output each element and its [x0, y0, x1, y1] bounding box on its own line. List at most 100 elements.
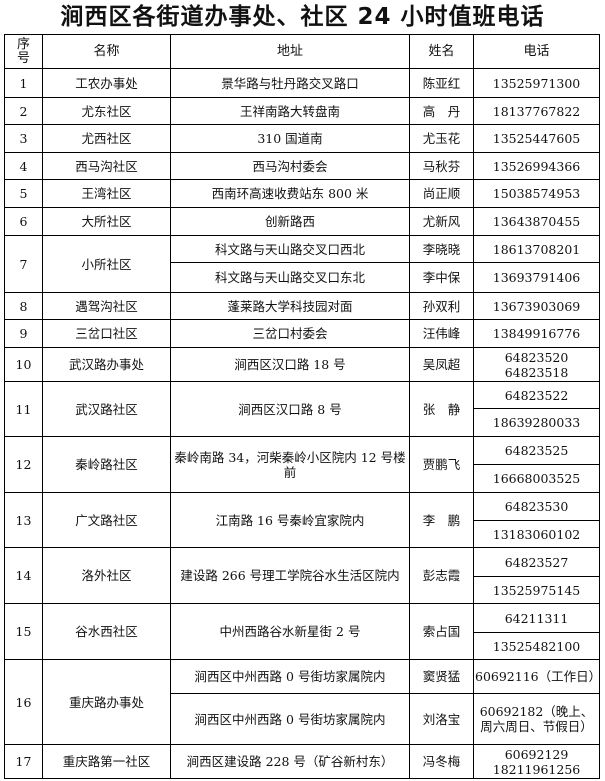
row-phone: 64823522	[473, 381, 600, 409]
row-no: 5	[4, 179, 43, 208]
row-no: 8	[4, 292, 43, 320]
table-row: 4 西马沟社区 西马沟村委会 马秋芬 13526994366	[4, 152, 600, 180]
row-person: 吴凤超	[409, 347, 474, 382]
table-row: 12 秦岭路社区 秦岭南路 34，河柴秦岭小区院内 12 号楼前 贾鹏飞 6482352…	[4, 436, 600, 493]
table-row: 13525482100	[5, 632, 600, 660]
row-person: 窦贤猛	[409, 659, 474, 694]
table-row: 17 重庆路第一社区 涧西区建设路 228 号（矿谷新村东） 冯冬梅 60692129 1…	[4, 744, 600, 779]
row-person: 李晓晓	[409, 235, 474, 263]
row-address: 科文路与天山路交叉口西北	[170, 235, 410, 263]
table-row: 科文路与天山路交叉口东北 李中保 13693791406	[5, 262, 600, 293]
row-phone: 64823530	[473, 492, 600, 521]
row-address: 涧西区建设路 228 号（矿谷新村东）	[170, 744, 410, 779]
row-name: 尤西社区	[42, 124, 171, 153]
row-person: 李 鹏	[409, 492, 474, 548]
row-phone: 13643870455	[473, 207, 600, 236]
row-phone: 18613708201	[473, 235, 600, 263]
phone-line: 18211961256	[492, 761, 581, 777]
row-name: 谷水西社区	[42, 603, 171, 660]
row-address: 涧西区中州西路 0 号街坊家属院内	[170, 659, 410, 694]
row-address: 创新路西	[170, 207, 410, 236]
row-name: 三岔口社区	[42, 319, 171, 348]
row-person: 冯冬梅	[409, 744, 474, 779]
row-person: 尤新风	[409, 207, 474, 236]
table-row: 1 工农办事处 景华路与牡丹路交叉路口 陈亚红 13525971300	[4, 68, 600, 98]
row-phone: 64823527	[473, 547, 600, 577]
row-phone: 16668003525	[473, 464, 600, 493]
row-no: 16	[4, 659, 43, 745]
row-address: 涧西区汉口路 8 号	[170, 381, 410, 437]
row-address: 三岔口村委会	[170, 319, 410, 348]
row-name: 大所社区	[42, 207, 171, 236]
row-no: 2	[4, 97, 43, 125]
row-person: 高 丹	[409, 97, 474, 125]
table-row: 15 谷水西社区 中州西路谷水新星街 2 号索占国 64211311	[4, 603, 600, 660]
row-phone: 60692116（工作日）	[473, 659, 601, 694]
row-address: 中州西路谷水新星街 2 号	[170, 603, 410, 660]
table-row: 5 王湾社区 西南环高速收费站东 800 米尚正顺 15038574953	[4, 179, 600, 208]
row-address: 建设路 266 号理工学院谷水生活区院内	[170, 547, 410, 604]
row-address: 江南路 16 号秦岭宜家院内	[170, 492, 410, 548]
table-row: 3 尤西社区 310 国道南 尤玉花 13525447605	[4, 124, 600, 153]
row-no: 11	[4, 381, 43, 437]
header-phone: 电话	[473, 34, 600, 69]
page-title: 涧西区各街道办事处、社区 24 小时值班电话	[60, 4, 545, 30]
row-phone: 13526994366	[473, 152, 600, 180]
table-row: 8 遇驾沟社区 蓬莱路大学科技园对面 孙双利 13673903069	[4, 292, 600, 320]
row-phone: 13183060102	[473, 520, 600, 548]
row-person: 贾鹏飞	[409, 436, 474, 493]
row-person: 刘洛宝	[409, 693, 474, 745]
row-name: 小所社区	[42, 235, 171, 293]
phone-line: 64823520	[504, 349, 569, 365]
header-no: 序号	[4, 34, 43, 69]
row-name: 遇驾沟社区	[42, 292, 171, 320]
table-row: 10 武汉路办事处 涧西区汉口路 18 号吴凤超 64823520 64823518	[4, 347, 600, 382]
table-row: 9 三岔口社区 三岔口村委会 汪伟峰 13849916776	[4, 319, 600, 348]
table-row: 16 重庆路办事处 涧西区中州西路 0 号街坊家属院内 窦贤猛 60692116（工作日…	[4, 659, 601, 745]
row-phone: 13693791406	[473, 262, 600, 293]
table-row: 7 小所社区 科文路与天山路交叉口西北 李晓晓 18613708201	[4, 235, 600, 293]
table-header: 序号 名称 地址 姓名 电话	[4, 34, 600, 69]
row-no: 13	[4, 492, 43, 548]
row-no: 6	[4, 207, 43, 236]
row-phone: 64211311	[473, 603, 600, 633]
row-name: 洛外社区	[42, 547, 171, 604]
table-row: 18639280033	[5, 408, 600, 437]
table-row: 13183060102	[5, 520, 600, 548]
row-address: 涧西区汉口路 18 号	[170, 347, 410, 382]
row-phone: 60692182（晚上、周六周日、节假日）	[473, 693, 600, 745]
row-person: 汪伟峰	[409, 319, 474, 348]
table-row: 14 洛外社区 建设路 266 号理工学院谷水生活区院内 彭志霞 64823527	[4, 547, 600, 604]
row-name: 秦岭路社区	[42, 436, 171, 493]
row-phone: 13673903069	[473, 292, 600, 320]
row-no: 12	[4, 436, 43, 493]
header-address: 地址	[170, 34, 410, 69]
row-address: 景华路与牡丹路交叉路口	[170, 68, 410, 98]
row-person: 彭志霞	[409, 547, 474, 604]
row-no: 14	[4, 547, 43, 604]
row-phone: 13525482100	[473, 632, 600, 660]
row-person: 张 静	[409, 381, 474, 437]
row-name: 武汉路办事处	[42, 347, 171, 382]
row-address: 蓬莱路大学科技园对面	[170, 292, 410, 320]
duty-phone-table: 序号 名称 地址 姓名 电话 1 工农办事处 景华路与牡丹路交叉路口 陈亚红 13525…	[4, 34, 601, 779]
row-name: 西马沟社区	[42, 152, 171, 180]
row-no: 1	[4, 68, 43, 98]
row-person: 尤玉花	[409, 124, 474, 153]
header-name: 名称	[42, 34, 171, 69]
table-row: 13525975145	[5, 576, 600, 604]
row-address: 秦岭南路 34，河柴秦岭小区院内 12 号楼前	[170, 436, 410, 493]
table-row: 13 广文路社区 江南路 16 号秦岭宜家院内李 鹏 64823530	[4, 492, 600, 548]
row-name: 重庆路第一社区	[42, 744, 171, 779]
row-person: 孙双利	[409, 292, 474, 320]
row-phone: 15038574953	[473, 179, 600, 208]
row-phone: 60692129 18211961256	[473, 744, 600, 779]
row-address: 西马沟村委会	[170, 152, 410, 180]
row-address: 西南环高速收费站东 800 米	[170, 179, 410, 208]
row-name: 广文路社区	[42, 492, 171, 548]
row-no: 10	[4, 347, 43, 382]
row-address: 涧西区中州西路 0 号街坊家属院内	[170, 693, 410, 745]
row-phone: 18137767822	[473, 97, 600, 125]
row-phone: 64823525	[473, 436, 600, 465]
row-no: 7	[4, 235, 43, 293]
